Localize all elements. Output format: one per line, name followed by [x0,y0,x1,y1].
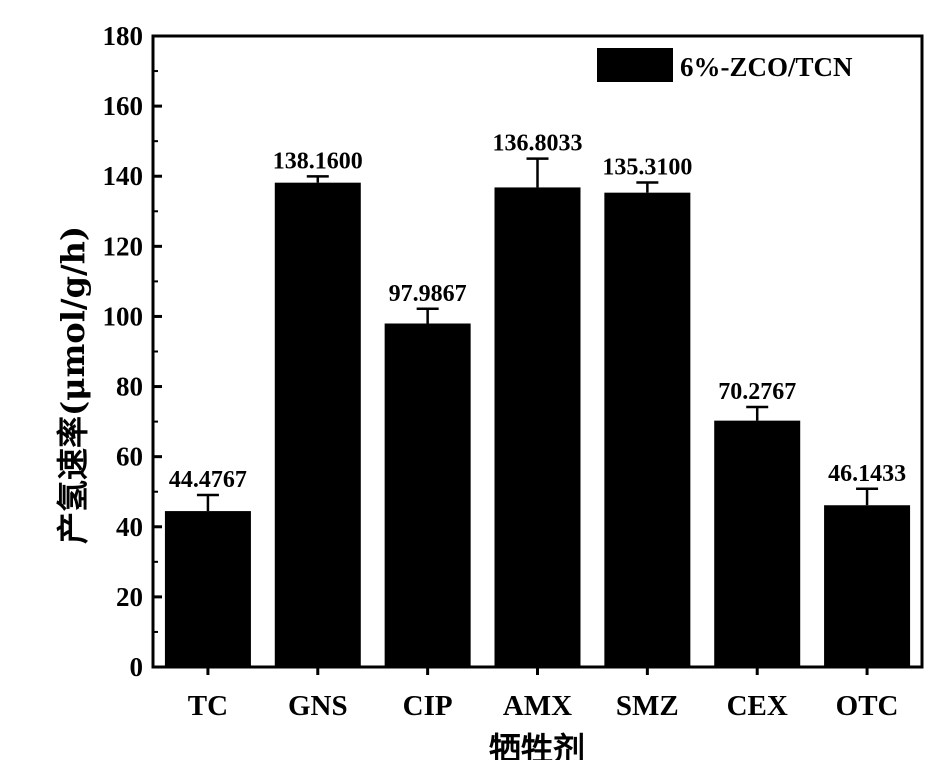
y-tick-label: 180 [103,21,144,51]
y-tick-label: 140 [103,161,144,191]
bar [384,323,471,667]
legend-swatch [597,48,673,82]
bar [494,187,581,667]
y-tick-label: 120 [103,231,144,261]
x-axis-title: 牺牲剂 [489,730,585,760]
x-tick-label: AMX [503,690,572,722]
legend: 6%-ZCO/TCN [597,48,853,82]
y-tick-label: 100 [103,301,144,331]
bar [604,192,691,668]
x-tick-label: CIP [403,690,453,722]
y-tick-label: 60 [116,442,143,472]
x-tick-label: TC [188,690,228,722]
y-tick-label: 80 [116,372,143,402]
y-tick-label: 160 [103,91,144,121]
bar [824,505,911,667]
y-tick-label: 40 [116,512,143,542]
legend-label: 6%-ZCO/TCN [680,52,853,82]
bar [164,511,251,667]
x-axis: TC GNS CIP AMX SMZ CEX OTC [188,667,899,722]
x-tick-label: CEX [727,690,788,722]
x-tick-label: OTC [836,690,899,722]
data-label: 135.3100 [602,154,692,180]
x-tick-label: SMZ [616,690,679,722]
bar [274,182,361,668]
data-label: 46.1433 [828,461,906,487]
bar [714,420,801,667]
data-label: 138.1600 [273,148,363,174]
y-tick-label: 20 [116,582,143,612]
bars: 44.4767 138.1600 97.9867 136.8033 135.3100 70… [164,131,911,668]
data-label: 44.4767 [169,467,247,493]
y-axis: 0 20 40 60 80 100 120 140 160 180 [103,21,162,682]
y-axis-title: 产氢速率(μmol/g/h) [54,226,92,544]
data-label: 70.2767 [718,379,796,405]
data-label: 97.9867 [389,281,467,307]
y-tick-label: 0 [130,652,144,682]
data-label: 136.8033 [493,131,583,157]
x-tick-label: GNS [288,690,348,722]
